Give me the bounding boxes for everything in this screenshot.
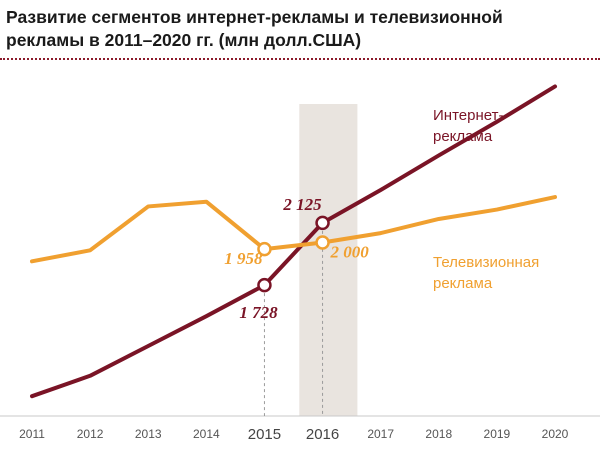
x-tick-label: 2014: [193, 427, 220, 441]
x-tick-label: 2019: [484, 427, 511, 441]
tv-series-label-line-2: реклама: [433, 275, 493, 292]
data-point-marker: [315, 215, 330, 231]
data-point-marker: [257, 277, 272, 293]
x-tick-label: 2017: [367, 427, 394, 441]
data-value-label: 2 000: [330, 243, 370, 262]
data-value-label: 1 728: [239, 303, 278, 322]
x-tick-label: 2020: [542, 427, 569, 441]
tv-series-label-line-1: Телевизионная: [433, 254, 539, 271]
data-value-label: 1 958: [224, 249, 263, 268]
chart-title: Развитие сегментов интернет-рекламы и те…: [6, 6, 594, 52]
x-tick-label: 2016: [306, 426, 339, 443]
internet-series-label-line-2: реклама: [433, 128, 493, 145]
x-tick-label: 2013: [135, 427, 162, 441]
x-tick-label: 2012: [77, 427, 104, 441]
data-point-marker: [315, 235, 330, 250]
data-point-marker: [257, 241, 272, 257]
x-tick-label: 2011: [19, 427, 45, 441]
internet-series-label-line-1: Интернет-: [433, 107, 503, 124]
data-value-label: 2 125: [282, 195, 322, 214]
internet-series-line: [30, 84, 557, 399]
title-divider: [0, 58, 600, 60]
tv-series-line: [30, 195, 557, 264]
chart-title-line-1: Развитие сегментов интернет-рекламы и те…: [6, 7, 503, 27]
chart-title-line-2: рекламы в 2011–2020 гг. (млн долл.США): [6, 30, 362, 50]
x-tick-label: 2015: [248, 426, 281, 443]
highlight-band: [299, 104, 358, 416]
x-tick-label: 2018: [425, 427, 452, 441]
